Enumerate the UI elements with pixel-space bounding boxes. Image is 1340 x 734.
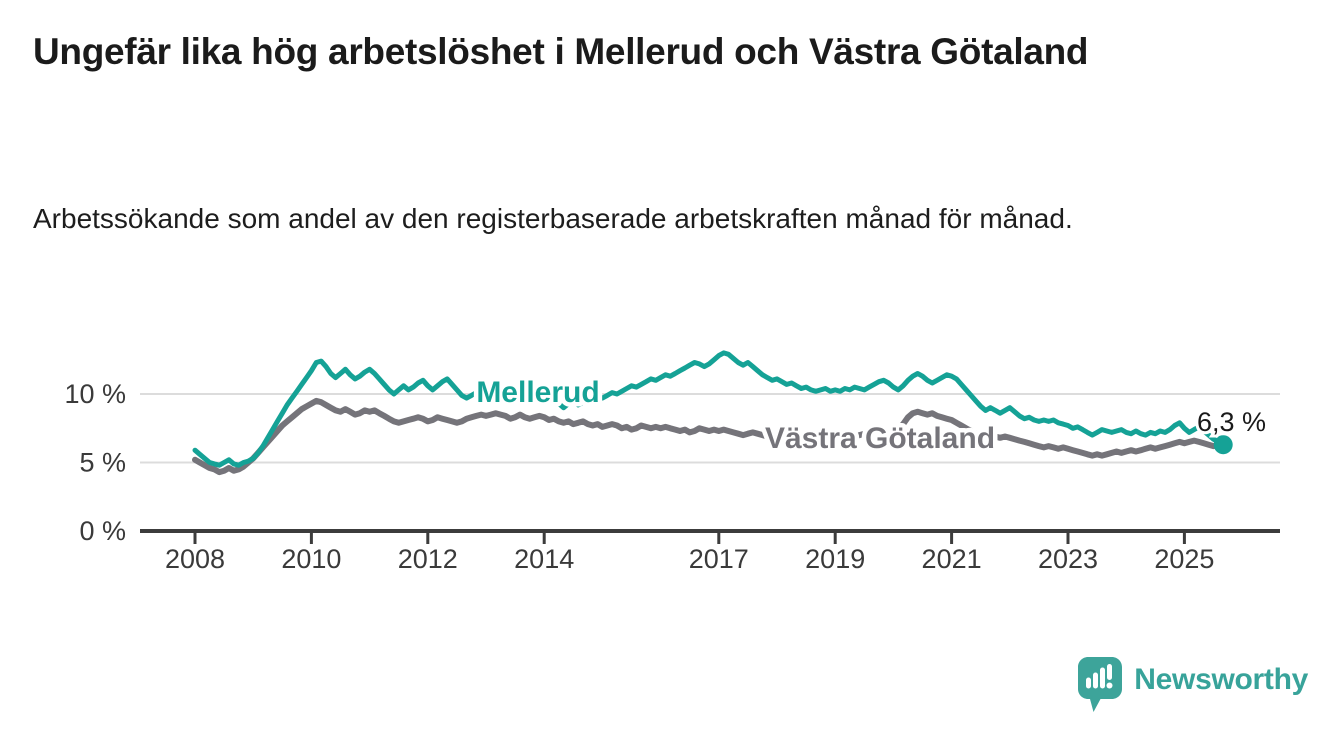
chart-subtitle: Arbetssökande som andel av den registerb… bbox=[33, 203, 1073, 234]
series-line-västra-götaland bbox=[192, 397, 1227, 476]
x-tick-label: 2023 bbox=[1038, 544, 1098, 574]
x-tick-label: 2019 bbox=[805, 544, 865, 574]
page-title: Ungefär lika hög arbetslöshet i Mellerud… bbox=[33, 31, 1089, 72]
series-label-mellerud: Mellerud bbox=[476, 376, 599, 409]
latest-point-marker bbox=[1213, 435, 1233, 455]
x-tick-label: 2017 bbox=[689, 544, 749, 574]
y-tick-label: 0 % bbox=[79, 516, 126, 546]
x-tick-label: 2025 bbox=[1154, 544, 1214, 574]
latest-value-label: 6,3 % bbox=[1197, 407, 1266, 437]
x-tick-label: 2010 bbox=[281, 544, 341, 574]
x-tick-label: 2012 bbox=[398, 544, 458, 574]
brand-name: Newsworthy bbox=[1134, 663, 1308, 696]
x-tick-label: 2014 bbox=[514, 544, 574, 574]
x-tick-label: 2008 bbox=[165, 544, 225, 574]
x-tick-label: 2021 bbox=[922, 544, 982, 574]
series-label-västra-götaland: Västra Götaland bbox=[765, 422, 995, 455]
newsworthy-logo-icon bbox=[1078, 657, 1123, 712]
y-tick-label: 5 % bbox=[79, 448, 126, 478]
brand-footer: Newsworthy bbox=[1077, 656, 1308, 714]
series-line-mellerud bbox=[192, 350, 1226, 468]
y-tick-label: 10 % bbox=[64, 379, 126, 409]
